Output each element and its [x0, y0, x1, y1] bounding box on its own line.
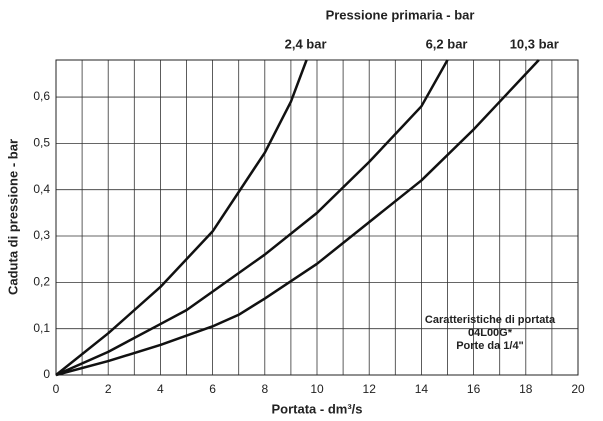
x-tick-label: 12 — [363, 382, 377, 396]
curve — [55, 59, 308, 376]
chart-title: Pressione primaria - bar — [326, 7, 475, 22]
x-tick-label: 14 — [415, 382, 429, 396]
y-tick-label: 0,6 — [33, 89, 50, 103]
y-tick-label: 0,2 — [33, 275, 50, 289]
y-tick-label: 0,5 — [33, 136, 50, 150]
x-tick-label: 2 — [105, 382, 112, 396]
x-tick-label: 16 — [467, 382, 481, 396]
series-label: 10,3 bar — [510, 36, 559, 51]
plot-frame — [55, 59, 579, 376]
x-tick-label: 10 — [310, 382, 324, 396]
x-tick-label: 20 — [571, 382, 585, 396]
y-tick-label: 0,4 — [33, 182, 50, 196]
series-label: 6,2 bar — [426, 36, 468, 51]
x-tick-label: 6 — [209, 382, 216, 396]
x-tick-label: 0 — [53, 382, 60, 396]
y-tick-label: 0 — [43, 367, 50, 381]
y-tick-label: 0,1 — [33, 321, 50, 335]
y-axis-label: Caduta di pressione - bar — [5, 139, 20, 295]
x-tick-label: 4 — [157, 382, 164, 396]
curve — [55, 59, 540, 377]
x-tick-label: 18 — [519, 382, 533, 396]
annotation: Caratteristiche di portata — [425, 314, 556, 326]
x-tick-label: 8 — [261, 382, 268, 396]
y-tick-label: 0,3 — [33, 228, 50, 242]
series-label: 2,4 bar — [285, 36, 327, 51]
curve — [55, 59, 449, 377]
x-axis-label: Portata - dm³/s — [271, 401, 362, 416]
annotation: Porte da 1/4" — [456, 340, 524, 352]
annotation: 04L00G* — [468, 327, 513, 339]
